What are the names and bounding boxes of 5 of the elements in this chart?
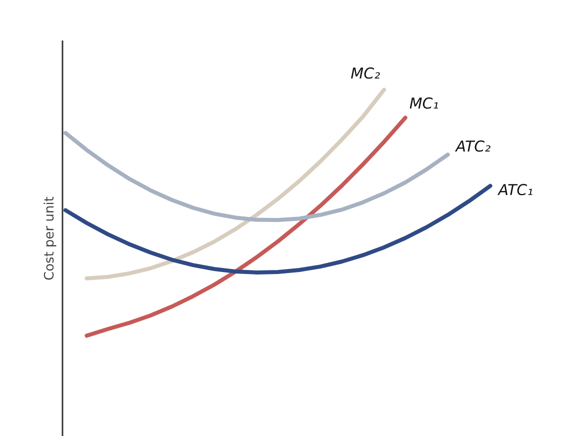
y-axis-title: Cost per unit <box>42 196 58 280</box>
series-label: MC₂ <box>350 64 380 83</box>
series-label: MC₁ <box>409 94 439 113</box>
series-label: ATC₂ <box>454 138 491 156</box>
series-label: ATC₁ <box>497 180 534 199</box>
